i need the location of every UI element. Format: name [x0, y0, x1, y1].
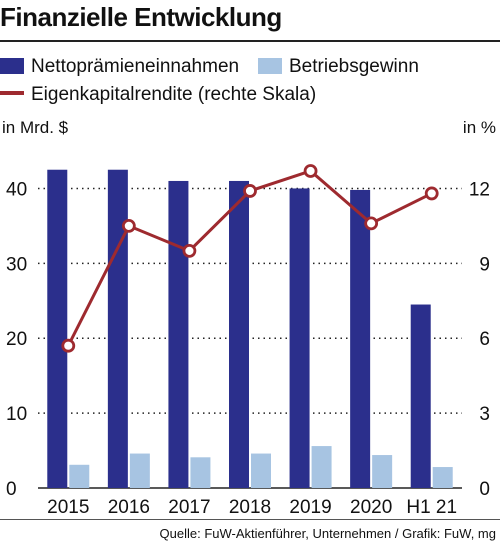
y-axis-right-label: in %	[462, 118, 496, 137]
bar-nettopraemien	[168, 180, 189, 488]
y-tick-right: 12	[469, 179, 490, 200]
x-tick-label: 2020	[350, 497, 392, 518]
bar-betriebsgewinn	[251, 453, 271, 488]
y-tick-left: 20	[6, 329, 27, 350]
legend-label-eigenkapitalrendite: Eigenkapitalrendite (rechte Skala)	[31, 84, 317, 105]
y-tick-right: 3	[479, 404, 490, 425]
legend-line-eigenkapitalrendite	[0, 91, 24, 95]
y-tick-right: 6	[479, 329, 490, 350]
point-eigenkapitalrendite	[303, 164, 318, 178]
bar-betriebsgewinn	[190, 457, 211, 488]
source-note: Quelle: FuW-Aktienführer, Unternehmen / …	[159, 526, 496, 541]
point-eigenkapitalrendite	[424, 186, 439, 201]
title-rule	[0, 40, 500, 42]
x-tick-label: H1 21	[406, 497, 457, 518]
bar-betriebsgewinn	[69, 464, 90, 488]
legend-item-nettopraemien: Nettoprämieneinnahmen	[0, 56, 239, 78]
point-eigenkapitalrendite	[121, 218, 136, 233]
bar-nettopraemien	[289, 188, 310, 488]
bar-betriebsgewinn	[372, 455, 393, 488]
bar-betriebsgewinn	[129, 453, 150, 488]
x-tick-label: 2017	[168, 497, 210, 518]
legend-swatch-nettopraemien	[0, 58, 24, 74]
bar-betriebsgewinn	[311, 446, 332, 488]
y-tick-left: 0	[6, 479, 17, 500]
point-eigenkapitalrendite	[364, 216, 379, 231]
x-tick-label: 2019	[289, 497, 331, 518]
y-tick-left: 30	[6, 254, 27, 275]
point-eigenkapitalrendite	[61, 338, 76, 353]
legend-item-eigenkapitalrendite: Eigenkapitalrendite (rechte Skala)	[0, 84, 316, 106]
y-tick-right: 9	[479, 254, 490, 275]
x-tick-label: 2015	[47, 497, 89, 518]
bar-nettopraemien	[410, 304, 431, 488]
y-tick-left: 40	[6, 179, 27, 200]
bar-nettopraemien	[350, 189, 371, 489]
bar-nettopraemien	[47, 169, 68, 488]
x-tick-label: 2018	[229, 497, 271, 518]
y-tick-right: 0	[479, 479, 490, 500]
point-eigenkapitalrendite	[182, 243, 197, 258]
legend-label-betriebsgewinn: Betriebsgewinn	[289, 56, 419, 77]
bottom-rule	[0, 519, 500, 520]
point-eigenkapitalrendite	[243, 184, 257, 198]
y-tick-left: 10	[6, 404, 27, 425]
chart-title: Finanzielle Entwicklung	[0, 2, 282, 32]
bar-nettopraemien	[107, 169, 128, 488]
bar-betriebsgewinn	[432, 467, 453, 488]
y-axis-left-label: in Mrd. $	[2, 118, 69, 137]
legend-swatch-betriebsgewinn	[258, 58, 282, 74]
legend-label-nettopraemien: Nettoprämieneinnahmen	[31, 56, 240, 77]
legend-item-betriebsgewinn: Betriebsgewinn	[258, 56, 419, 78]
x-tick-label: 2016	[108, 497, 150, 518]
bar-nettopraemien	[229, 180, 249, 488]
